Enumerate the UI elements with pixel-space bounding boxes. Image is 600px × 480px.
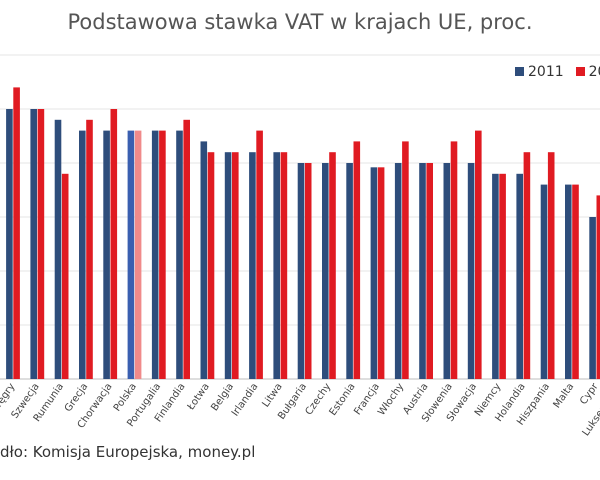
bar-2011-15 xyxy=(370,167,378,379)
bar-2012-8 xyxy=(207,152,215,379)
bar-2012-24 xyxy=(596,195,600,379)
bar-2012-16 xyxy=(402,141,409,379)
bar-2012-0 xyxy=(13,87,20,380)
bar-2011-11 xyxy=(273,152,280,379)
legend-item-2011: 2011 xyxy=(515,64,564,80)
bar-2011-20 xyxy=(492,173,499,379)
chart-title: Podstawowa stawka VAT w krajach UE, proc… xyxy=(67,10,533,34)
bar-2012-17 xyxy=(426,163,433,379)
bar-2011-5 xyxy=(127,130,135,379)
bar-2011-13 xyxy=(322,163,329,379)
bar-2011-18 xyxy=(443,163,451,379)
bar-2011-17 xyxy=(419,163,426,379)
source-note: dło: Komisja Europejska, money.pl xyxy=(0,443,256,461)
bar-2012-21 xyxy=(523,152,531,379)
category-label: Łotwa xyxy=(185,381,212,413)
bar-2012-13 xyxy=(329,152,336,379)
bar-2011-8 xyxy=(200,141,208,379)
bar-2011-1 xyxy=(30,109,37,379)
bar-2011-24 xyxy=(589,217,596,379)
bar-2011-14 xyxy=(346,163,353,379)
bar-2011-0 xyxy=(6,109,13,379)
bar-2011-4 xyxy=(103,130,110,379)
bar-2011-7 xyxy=(176,130,183,379)
bar-2011-16 xyxy=(394,163,402,379)
bar-2012-10 xyxy=(256,130,263,379)
legend-label-2011: 2011 xyxy=(528,64,564,80)
bar-2012-7 xyxy=(183,119,190,380)
legend-item-2012: 20 xyxy=(575,64,600,80)
category-label: Litwa xyxy=(261,381,285,409)
bar-2011-6 xyxy=(151,130,159,379)
legend-swatch-2011 xyxy=(515,67,524,76)
bar-2012-20 xyxy=(499,173,506,379)
bar-2011-12 xyxy=(297,163,305,379)
bar-2012-18 xyxy=(450,141,458,379)
bar-2012-23 xyxy=(572,184,579,379)
bar-2012-6 xyxy=(159,130,166,379)
bar-2012-14 xyxy=(353,141,361,379)
bar-2011-2 xyxy=(54,119,62,380)
bar-2011-9 xyxy=(224,152,232,379)
category-label: Malta xyxy=(552,381,577,410)
legend-label-2012: 20 xyxy=(588,64,600,80)
bar-2011-21 xyxy=(516,173,523,379)
bar-2011-19 xyxy=(467,163,475,379)
category-label: Włochy xyxy=(376,381,406,417)
bar-2012-5 xyxy=(134,130,142,379)
bar-2012-9 xyxy=(232,152,239,379)
bar-2012-19 xyxy=(475,130,482,379)
legend: 2011 20 xyxy=(515,64,600,80)
bar-2012-12 xyxy=(304,163,312,379)
bar-2012-11 xyxy=(280,152,288,379)
bar-2012-2 xyxy=(61,173,69,379)
bar-2012-4 xyxy=(110,109,118,379)
bar-2012-22 xyxy=(547,152,555,379)
bar-2012-3 xyxy=(86,119,93,380)
category-label: Cypr xyxy=(578,381,600,407)
bar-2012-15 xyxy=(377,167,385,379)
bar-2011-3 xyxy=(79,130,86,379)
bar-2012-1 xyxy=(37,109,45,379)
bar-2011-22 xyxy=(540,184,548,379)
bar-2011-10 xyxy=(249,152,256,379)
legend-swatch-2012 xyxy=(575,67,585,76)
bar-2011-23 xyxy=(565,184,572,379)
